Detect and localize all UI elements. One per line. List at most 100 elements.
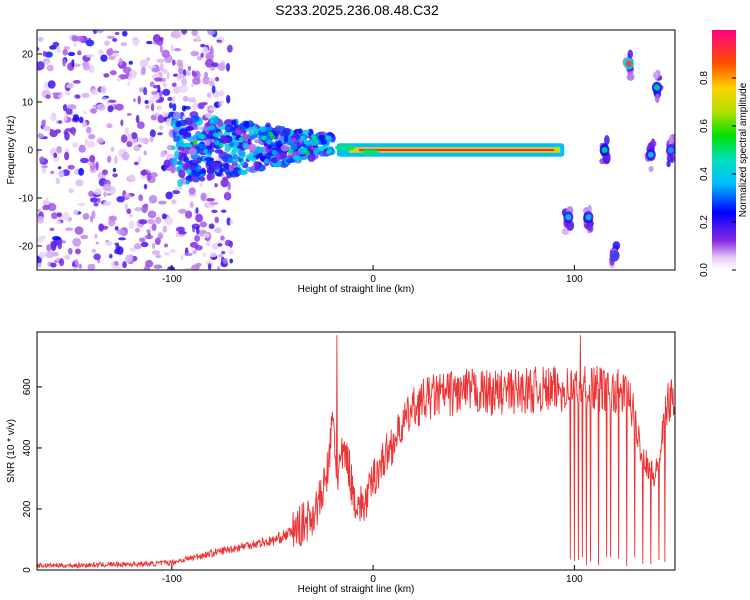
spectrogram-blob (611, 252, 618, 259)
spectrogram-blob (209, 252, 217, 258)
spectrogram-blob (187, 97, 197, 103)
spectrogram-blob (251, 156, 257, 162)
spectrogram-blob (114, 226, 119, 231)
spectrogram-blob (72, 114, 80, 122)
spectrogram-blob (110, 185, 116, 195)
spectrogram-blob (152, 242, 156, 250)
spectrogram-blob (148, 194, 158, 204)
spectrogram-blob (189, 201, 194, 209)
spectrogram-blob (66, 82, 75, 89)
spectrogram-blob (208, 223, 215, 230)
spectrogram-blob (218, 101, 223, 107)
spectrogram-blob (229, 240, 233, 248)
spectrogram-blob (153, 112, 160, 117)
spectrogram-blob (37, 262, 42, 268)
spectrogram-blob (85, 54, 95, 58)
spectrogram-blob (75, 94, 81, 99)
snr-frame (36, 331, 676, 571)
spectrogram-blob (57, 166, 62, 170)
spectrogram-blob (112, 167, 117, 173)
spectrogram-blob (171, 145, 176, 151)
spectrogram-blob (102, 183, 112, 192)
spectrogram-blob (56, 45, 61, 53)
spectrogram-blob (194, 235, 201, 242)
spectrogram-blob (176, 226, 185, 232)
spectrogram-blob (224, 124, 234, 133)
spectrogram-blob (65, 107, 73, 115)
spectrogram-blob (180, 254, 184, 260)
spectrogram-blob (114, 242, 120, 246)
spectrogram-blob (242, 142, 248, 148)
spectrogram-blob (200, 192, 207, 202)
spectrogram-blob (191, 176, 197, 182)
spectrogram-blob (155, 254, 162, 259)
spectrogram-blob (218, 253, 223, 258)
spectrogram-blob (152, 84, 161, 89)
spectrogram-blob (199, 221, 208, 228)
spectrogram-blob (50, 112, 57, 122)
spectrogram-blob (310, 133, 316, 139)
spectrogram-blob (87, 263, 96, 270)
spectrogram-blob (58, 170, 65, 178)
spectrogram-blob (45, 197, 49, 206)
snr-x-tick-label: 0 (370, 574, 376, 585)
spectrogram-blob (108, 99, 117, 103)
spectrogram-blob (65, 89, 71, 96)
spectrogram-blob (103, 200, 112, 207)
spectrogram-blob (143, 150, 147, 156)
spectrogram-blob (67, 104, 77, 110)
spectrogram-blob (277, 125, 286, 131)
spectrogram-blob (62, 104, 68, 112)
spectrogram-blob (167, 266, 176, 270)
spectrogram-blob (134, 206, 142, 212)
spectrogram-blob (254, 163, 260, 171)
spectrogram-blob (172, 30, 182, 39)
spectrogram-blob (149, 135, 154, 143)
spectrogram-blob (604, 134, 610, 146)
spectrogram-blob (122, 66, 132, 74)
spectrogram-blob (261, 135, 267, 141)
spectrogram-blob (104, 40, 110, 46)
spectrogram-blob (89, 154, 96, 164)
spectrogram-blob (163, 252, 170, 256)
spectrogram-blob (226, 44, 233, 53)
spectrogram-blob (56, 145, 62, 154)
spectrogram-blob (211, 62, 219, 68)
spectrogram-blob (42, 204, 50, 211)
spectrogram-blob (225, 62, 230, 72)
snr-marks (37, 335, 675, 570)
spectrogram-blob (185, 180, 190, 185)
spectrogram-blob (178, 84, 188, 93)
spectrogram-blob (220, 235, 225, 241)
spectrogram-blob (299, 155, 308, 160)
spectrogram-blob (124, 127, 130, 135)
spectrogram-blob (200, 52, 204, 58)
spectrogram-blob (126, 140, 133, 148)
spectrogram-blob (284, 127, 291, 136)
spectrogram-blob (145, 259, 154, 268)
spectrogram-blob (112, 52, 119, 58)
spectrogram-blob (175, 121, 181, 128)
spectrogram-blob (234, 129, 242, 135)
spectrogram-blob (173, 47, 182, 52)
spectrogram-blob (313, 147, 318, 157)
spectrogram-blob (93, 202, 99, 207)
spectrogram-blob (41, 167, 47, 172)
spectrogram-blob (161, 111, 169, 118)
spectrogram-blob (217, 243, 223, 247)
spectrogram-blob (177, 160, 183, 166)
spectrogram-blob (55, 220, 62, 225)
spectrogram-blob (88, 162, 94, 166)
spectrogram-blob (129, 213, 133, 218)
spectrogram-blob (143, 87, 148, 96)
spectrogram-blob (50, 170, 55, 175)
spectrogram-blob (86, 140, 95, 149)
spectrogram-blob (72, 266, 77, 270)
spectrogram-blob (181, 105, 187, 112)
spectrogram-blob (120, 42, 128, 47)
spectrogram-blob (162, 82, 167, 88)
spectrogram-blob (122, 261, 127, 269)
snr-panel: -100 0 100 0 200 400 600 Height of straight li… (6, 331, 676, 595)
spectrogram-blob (100, 85, 107, 95)
spectrogram-blob (75, 179, 84, 187)
